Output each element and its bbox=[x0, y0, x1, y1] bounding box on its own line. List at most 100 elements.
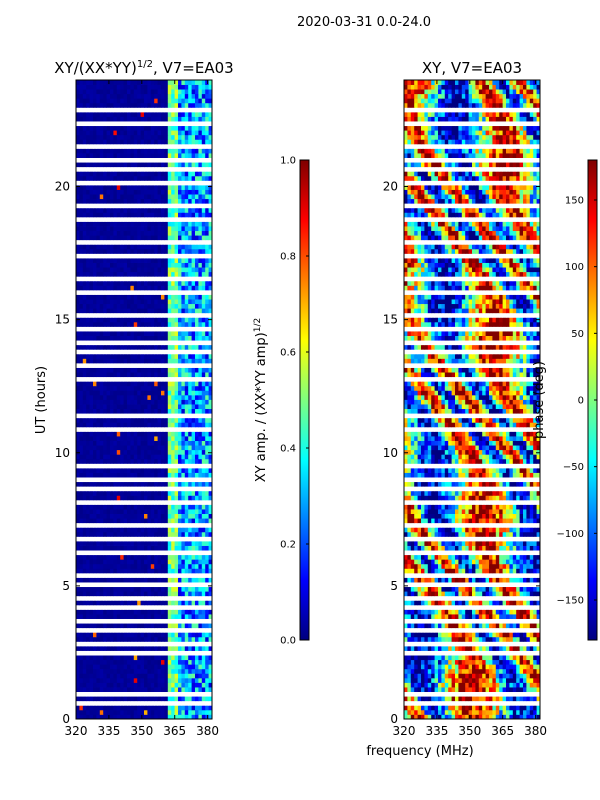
heatmap-cell bbox=[130, 522, 135, 528]
heatmap-cell bbox=[201, 490, 206, 496]
heatmap-cell bbox=[86, 317, 90, 323]
heatmap-cell bbox=[157, 486, 162, 492]
heatmap-cell bbox=[181, 609, 186, 615]
heatmap-cell bbox=[96, 572, 101, 578]
heatmap-cell bbox=[205, 276, 209, 282]
heatmap-cell bbox=[137, 331, 141, 336]
heatmap-cell bbox=[133, 623, 138, 629]
heatmap-cell bbox=[208, 687, 213, 693]
heatmap-cell bbox=[198, 645, 203, 651]
heatmap-cell bbox=[96, 518, 101, 524]
heatmap-cell bbox=[106, 184, 111, 190]
heatmap-cell bbox=[113, 372, 118, 378]
heatmap-cell bbox=[79, 358, 84, 364]
heatmap-cell bbox=[154, 536, 158, 542]
heatmap-cell bbox=[208, 504, 213, 510]
heatmap-cell bbox=[198, 194, 203, 200]
heatmap-cell bbox=[184, 454, 189, 460]
heatmap-cell bbox=[113, 709, 118, 715]
heatmap-cell bbox=[201, 285, 206, 291]
heatmap-cell bbox=[164, 614, 169, 619]
heatmap-cell bbox=[171, 440, 175, 446]
heatmap-cell bbox=[99, 554, 104, 560]
heatmap-cell bbox=[205, 509, 209, 514]
heatmap-cell bbox=[188, 308, 192, 314]
heatmap-cell bbox=[110, 326, 114, 332]
heatmap-cell bbox=[103, 477, 107, 483]
heatmap-cell bbox=[167, 426, 172, 432]
heatmap-cell bbox=[106, 262, 111, 268]
heatmap-cell bbox=[150, 276, 155, 282]
heatmap-cell bbox=[205, 372, 209, 378]
heatmap-cell bbox=[191, 463, 196, 469]
heatmap-cell bbox=[174, 148, 179, 154]
heatmap-cell bbox=[174, 504, 179, 510]
heatmap-cell bbox=[157, 331, 162, 336]
heatmap-cell bbox=[191, 244, 196, 250]
heatmap-cell bbox=[79, 467, 84, 473]
heatmap-cell bbox=[133, 440, 138, 446]
heatmap-cell bbox=[144, 280, 148, 286]
heatmap-cell bbox=[184, 509, 189, 514]
heatmap-cell bbox=[120, 335, 124, 341]
heatmap-cell bbox=[140, 321, 145, 327]
heatmap-cell bbox=[150, 153, 155, 158]
heatmap-cell bbox=[178, 262, 182, 268]
heatmap-cell bbox=[144, 463, 148, 469]
heatmap-cell bbox=[76, 417, 80, 423]
heatmap-cell bbox=[198, 276, 203, 282]
heatmap-cell bbox=[150, 591, 155, 597]
heatmap-cell bbox=[167, 230, 172, 236]
heatmap-cell bbox=[127, 340, 131, 346]
heatmap-cell bbox=[195, 614, 199, 619]
heatmap-cell bbox=[82, 422, 87, 428]
heatmap-cell bbox=[93, 394, 97, 400]
heatmap-cell bbox=[137, 540, 141, 546]
heatmap-cell bbox=[167, 577, 172, 583]
heatmap-cell bbox=[201, 376, 206, 382]
heatmap-cell bbox=[130, 655, 135, 661]
heatmap-cell bbox=[161, 340, 165, 346]
heatmap-cell bbox=[127, 582, 131, 588]
heatmap-cell bbox=[198, 157, 203, 163]
heatmap-cell bbox=[171, 490, 175, 496]
heatmap-cell bbox=[198, 545, 203, 551]
heatmap-cell bbox=[188, 559, 192, 565]
heatmap-cell bbox=[89, 563, 94, 569]
heatmap-cell bbox=[150, 331, 155, 336]
heatmap-cell bbox=[79, 372, 84, 378]
heatmap-cell bbox=[174, 390, 179, 396]
heatmap-cell bbox=[89, 203, 94, 209]
heatmap-cell bbox=[154, 531, 158, 537]
heatmap-cell bbox=[133, 705, 138, 711]
heatmap-cell bbox=[201, 467, 206, 473]
heatmap-cell bbox=[181, 413, 186, 419]
heatmap-cell bbox=[157, 481, 162, 487]
heatmap-cell bbox=[127, 321, 131, 327]
heatmap-cell bbox=[137, 244, 141, 250]
heatmap-cell bbox=[130, 321, 135, 327]
heatmap-cell bbox=[130, 184, 135, 190]
heatmap-cell bbox=[106, 276, 111, 282]
heatmap-cell bbox=[140, 175, 145, 181]
heatmap-cell bbox=[205, 184, 209, 190]
heatmap-cell bbox=[178, 404, 182, 410]
heatmap-cell bbox=[96, 467, 101, 473]
heatmap-cell bbox=[167, 367, 172, 373]
heatmap-cell bbox=[167, 677, 172, 683]
heatmap-cell bbox=[184, 212, 189, 218]
heatmap-cell bbox=[89, 495, 94, 501]
heatmap-cell bbox=[99, 709, 104, 715]
heatmap-cell bbox=[76, 655, 80, 661]
heatmap-cell bbox=[82, 299, 87, 305]
heatmap-cell bbox=[86, 691, 90, 697]
heatmap-cell bbox=[205, 664, 209, 670]
heatmap-cell bbox=[205, 481, 209, 487]
heatmap-cell bbox=[167, 609, 172, 615]
heatmap-cell bbox=[133, 554, 138, 560]
heatmap-cell bbox=[191, 267, 196, 273]
heatmap-cell bbox=[157, 285, 162, 291]
heatmap-cell bbox=[133, 504, 138, 510]
heatmap-cell bbox=[130, 504, 135, 510]
heatmap-cell bbox=[178, 627, 182, 633]
